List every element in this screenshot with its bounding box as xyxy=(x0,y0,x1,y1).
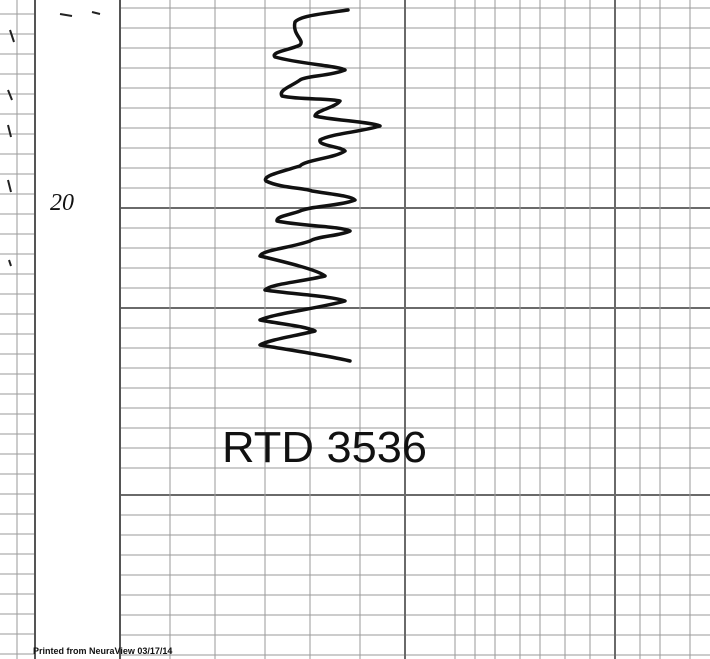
depth-label: 20 xyxy=(50,190,74,216)
annotation: RTD 3536 xyxy=(222,423,427,472)
footer: Printed from NeuraView 03/17/14 xyxy=(33,646,172,656)
left-track-marks xyxy=(7,11,101,267)
log-curve xyxy=(258,8,382,363)
